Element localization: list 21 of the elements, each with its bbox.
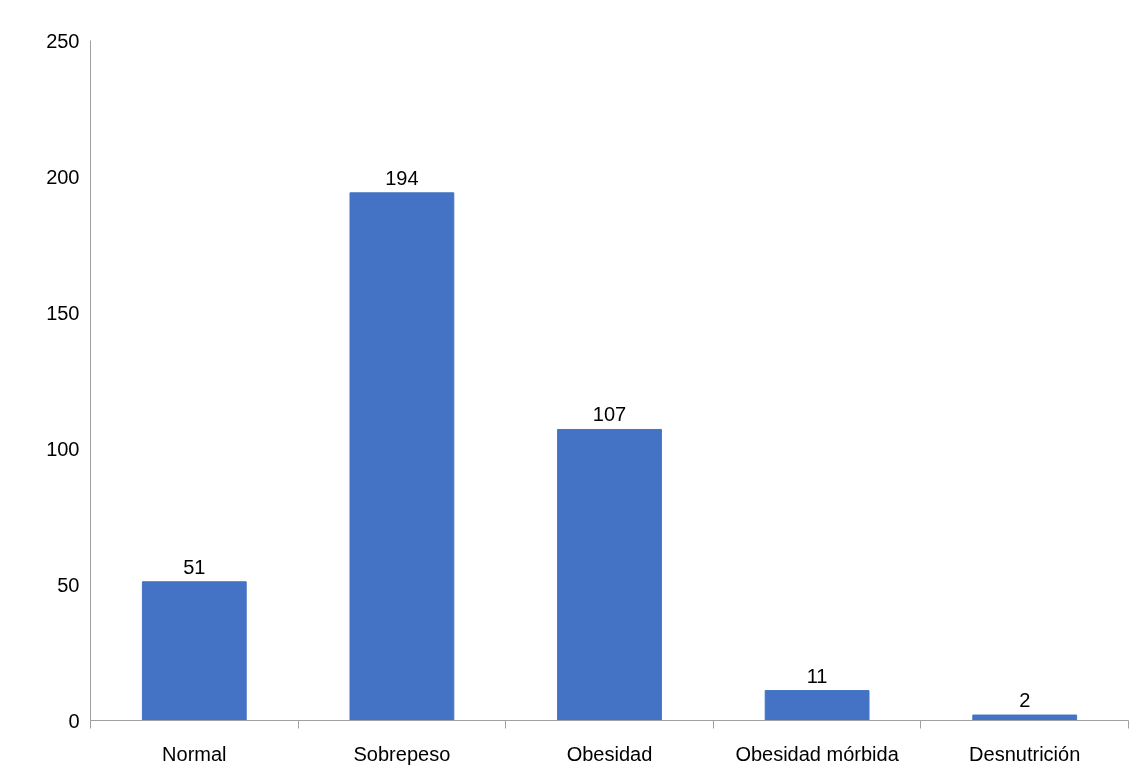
y-tick-label: 0 bbox=[68, 709, 80, 732]
y-tick-label: 250 bbox=[46, 29, 80, 52]
bar bbox=[557, 428, 662, 721]
x-tick-label: Obesidad mórbida bbox=[735, 742, 900, 765]
bar bbox=[764, 690, 870, 721]
x-tick-label: Obesidad bbox=[566, 742, 653, 765]
data-label: 107 bbox=[592, 403, 627, 426]
x-tick-label: Sobrepeso bbox=[353, 742, 451, 765]
x-tick-label: Normal bbox=[162, 742, 227, 765]
x-tick-label: Desnutrición bbox=[969, 742, 1081, 765]
bar bbox=[349, 192, 455, 721]
y-tick-label: 200 bbox=[46, 165, 80, 188]
y-tick-label: 150 bbox=[46, 301, 80, 324]
bar bbox=[972, 714, 1078, 721]
y-tick-label: 100 bbox=[46, 437, 80, 460]
y-tick-label: 50 bbox=[57, 573, 80, 596]
data-label: 194 bbox=[385, 166, 419, 189]
bar bbox=[141, 581, 247, 721]
data-label: 11 bbox=[806, 664, 828, 687]
data-label: 2 bbox=[1019, 689, 1031, 712]
data-label: 51 bbox=[183, 555, 206, 578]
